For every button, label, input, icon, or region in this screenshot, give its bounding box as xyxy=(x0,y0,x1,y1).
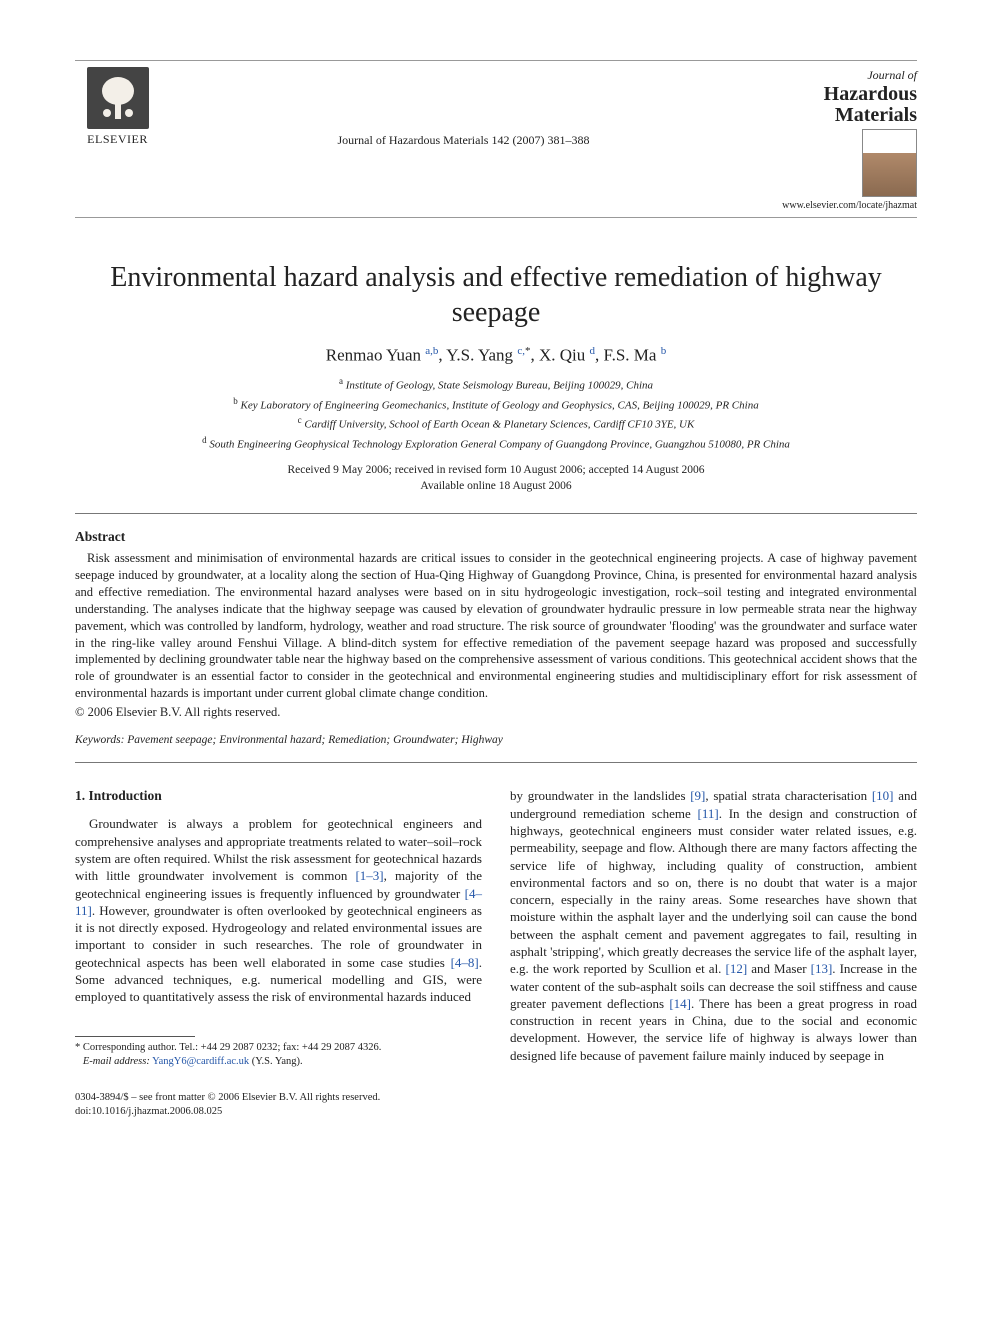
journal-title-small: Journal of xyxy=(767,67,917,83)
author-2-star: * xyxy=(525,345,531,357)
ref-link-6[interactable]: [11] xyxy=(698,806,719,821)
affiliation-d-text: South Engineering Geophysical Technology… xyxy=(209,439,790,451)
ref-link-8[interactable]: [13] xyxy=(811,961,833,976)
intro-paragraph-right: by groundwater in the landslides [9], sp… xyxy=(510,787,917,1064)
affiliation-b-text: Key Laboratory of Engineering Geomechani… xyxy=(241,400,759,412)
authors-line: Renmao Yuan a,b, Y.S. Yang c,*, X. Qiu d… xyxy=(75,344,917,368)
footnote-email-label: E-mail address: xyxy=(83,1056,150,1067)
affiliation-a-text: Institute of Geology, State Seismology B… xyxy=(346,380,653,392)
elsevier-tree-icon xyxy=(87,67,149,129)
corresponding-footnote: * Corresponding author. Tel.: +44 29 208… xyxy=(75,1041,482,1069)
article-title: Environmental hazard analysis and effect… xyxy=(75,260,917,330)
intro-r-e: and Maser xyxy=(747,961,810,976)
footnote-email-who: (Y.S. Yang). xyxy=(252,1056,303,1067)
affiliation-d: d South Engineering Geophysical Technolo… xyxy=(75,434,917,454)
footnote-text: Corresponding author. Tel.: +44 29 2087 … xyxy=(80,1042,381,1053)
running-head: Journal of Hazardous Materials 142 (2007… xyxy=(160,132,767,148)
journal-header: ELSEVIER Journal of Hazardous Materials … xyxy=(75,60,917,218)
author-1: Renmao Yuan xyxy=(326,345,421,364)
journal-title-large: Hazardous Materials xyxy=(767,84,917,126)
history-available: Available online 18 August 2006 xyxy=(75,478,917,495)
column-left: 1. Introduction Groundwater is always a … xyxy=(75,787,482,1118)
publisher-name: ELSEVIER xyxy=(75,131,160,147)
author-3-aff: d xyxy=(589,345,595,357)
ref-link-4[interactable]: [9] xyxy=(690,788,705,803)
article-history: Received 9 May 2006; received in revised… xyxy=(75,462,917,495)
keywords-label: Keywords: xyxy=(75,734,124,746)
affiliation-c-text: Cardiff University, School of Earth Ocea… xyxy=(304,419,694,431)
affiliation-c: c Cardiff University, School of Earth Oc… xyxy=(75,414,917,434)
author-2-aff: c, xyxy=(517,345,525,357)
body-columns: 1. Introduction Groundwater is always a … xyxy=(75,787,917,1118)
history-received: Received 9 May 2006; received in revised… xyxy=(75,462,917,479)
abstract-label: Abstract xyxy=(75,528,917,546)
author-4: F.S. Ma xyxy=(603,345,656,364)
journal-masthead: Journal of Hazardous Materials www.elsev… xyxy=(767,67,917,213)
intro-r-b: , spatial strata characterisation xyxy=(705,788,871,803)
author-4-aff: b xyxy=(661,345,667,357)
ref-link-3[interactable]: [4–8] xyxy=(451,955,479,970)
rule-top xyxy=(75,513,917,514)
ref-link-9[interactable]: [14] xyxy=(669,996,691,1011)
rule-bottom xyxy=(75,762,917,763)
journal-url: www.elsevier.com/locate/jhazmat xyxy=(767,199,917,213)
ref-link-5[interactable]: [10] xyxy=(872,788,894,803)
publisher-logo-block: ELSEVIER xyxy=(75,67,160,147)
affiliations: a Institute of Geology, State Seismology… xyxy=(75,375,917,453)
intro-r-a: by groundwater in the landslides xyxy=(510,788,690,803)
intro-text-c: . However, groundwater is often overlook… xyxy=(75,903,482,970)
front-matter-line: 0304-3894/$ – see front matter © 2006 El… xyxy=(75,1091,482,1105)
author-3: X. Qiu xyxy=(539,345,585,364)
author-2: Y.S. Yang xyxy=(446,345,513,364)
footnote-rule xyxy=(75,1036,195,1037)
section-1-title: 1. Introduction xyxy=(75,787,482,805)
keywords-line: Keywords: Pavement seepage; Environmenta… xyxy=(75,733,917,749)
ref-link-7[interactable]: [12] xyxy=(726,961,748,976)
intro-paragraph-left: Groundwater is always a problem for geot… xyxy=(75,815,482,1005)
affiliation-b: b Key Laboratory of Engineering Geomecha… xyxy=(75,395,917,415)
column-right: by groundwater in the landslides [9], sp… xyxy=(510,787,917,1118)
intro-r-d: . In the design and construction of high… xyxy=(510,806,917,977)
doi-block: 0304-3894/$ – see front matter © 2006 El… xyxy=(75,1091,482,1118)
footnote-email[interactable]: YangY6@cardiff.ac.uk xyxy=(150,1056,252,1067)
ref-link-1[interactable]: [1–3] xyxy=(355,868,383,883)
doi-line: doi:10.1016/j.jhazmat.2006.08.025 xyxy=(75,1105,482,1119)
abstract-body: Risk assessment and minimisation of envi… xyxy=(75,550,917,702)
author-1-aff: a,b xyxy=(425,345,438,357)
keywords-text: Pavement seepage; Environmental hazard; … xyxy=(124,734,502,746)
journal-cover-icon xyxy=(862,129,917,197)
abstract-copyright: © 2006 Elsevier B.V. All rights reserved… xyxy=(75,704,917,721)
affiliation-a: a Institute of Geology, State Seismology… xyxy=(75,375,917,395)
